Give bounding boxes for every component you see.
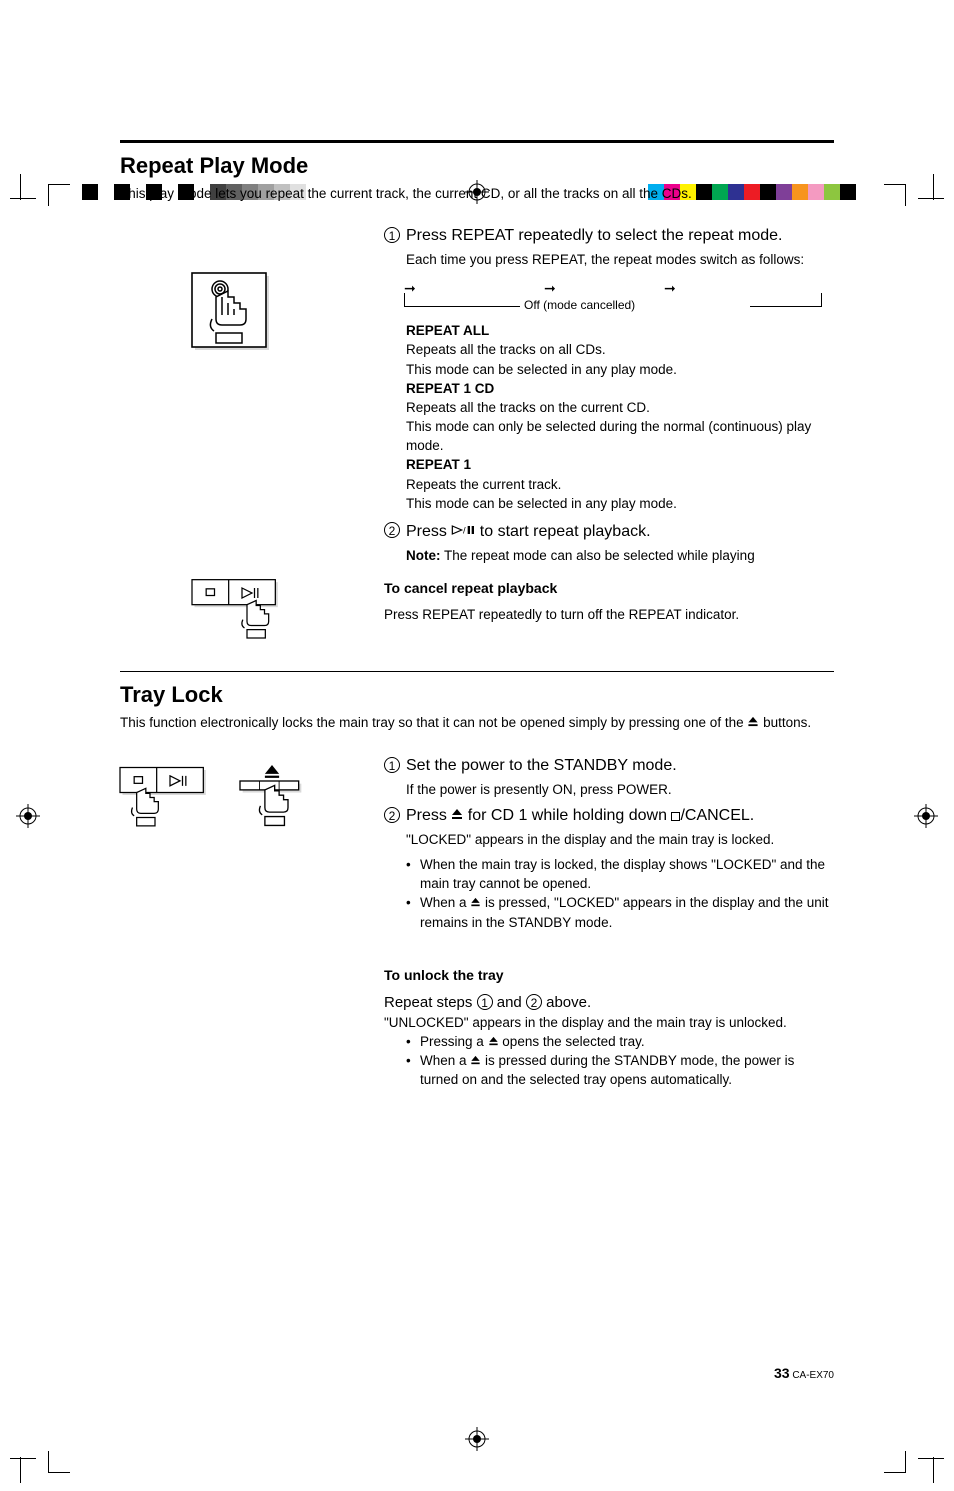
eject-icon bbox=[470, 1055, 481, 1065]
eject-icon bbox=[451, 808, 463, 820]
section-title-repeat: Repeat Play Mode bbox=[120, 153, 834, 179]
mode-text: Repeats the current track. bbox=[406, 475, 834, 494]
list-item: Pressing a opens the selected tray. bbox=[406, 1032, 834, 1051]
model-label: CA-EX70 bbox=[792, 1370, 834, 1381]
step-number-icon: 1 bbox=[384, 757, 400, 773]
step-number-icon: 2 bbox=[384, 522, 400, 538]
step-2-note: Note: The repeat mode can also be select… bbox=[406, 546, 834, 565]
mode-text: Repeats all the tracks on the current CD… bbox=[406, 398, 834, 417]
eject-icon bbox=[747, 716, 759, 727]
registration-mark-icon bbox=[914, 804, 938, 828]
step-number-icon: 1 bbox=[384, 227, 400, 243]
step-1-text: Press REPEAT repeatedly to select the re… bbox=[406, 225, 783, 248]
step-1-traylock-sub: If the power is presently ON, press POWE… bbox=[406, 780, 834, 799]
mode-repeat-all-title: REPEAT ALL bbox=[406, 321, 834, 340]
press-eject-illustration bbox=[240, 765, 320, 850]
text-column-repeat: 1 Press REPEAT repeatedly to select the … bbox=[384, 225, 834, 653]
mode-text: This mode can only be selected during th… bbox=[406, 417, 834, 455]
eject-icon bbox=[470, 897, 481, 907]
step-2-text: Press / to start repeat playback. bbox=[406, 521, 651, 544]
press-button-illustration bbox=[192, 273, 312, 358]
eject-icon bbox=[488, 1036, 499, 1046]
step-1-subtext: Each time you press REPEAT, the repeat m… bbox=[406, 250, 834, 269]
play-pause-icon: / bbox=[451, 524, 475, 536]
mode-repeat-1cd-title: REPEAT 1 CD bbox=[406, 379, 834, 398]
cancel-body: Press REPEAT repeatedly to turn off the … bbox=[384, 605, 834, 624]
unlock-sub: "UNLOCKED" appears in the display and th… bbox=[384, 1013, 834, 1032]
page-content: Repeat Play Mode This play mode lets you… bbox=[120, 140, 834, 1089]
mode-text: This mode can be selected in any play mo… bbox=[406, 360, 834, 379]
section-intro-traylock: This function electronically locks the m… bbox=[120, 714, 834, 733]
cancel-heading: To cancel repeat playback bbox=[384, 579, 834, 599]
step-1-traylock: Set the power to the STANDBY mode. bbox=[406, 755, 677, 778]
section-intro-repeat: This play mode lets you repeat the curre… bbox=[120, 185, 834, 204]
step-2-traylock: Press for CD 1 while holding down /CANCE… bbox=[406, 805, 754, 828]
mode-text: Repeats all the tracks on all CDs. bbox=[406, 340, 834, 359]
mode-repeat-1-title: REPEAT 1 bbox=[406, 455, 834, 474]
svg-text:/: / bbox=[463, 525, 466, 535]
illustration-column bbox=[120, 225, 384, 653]
list-item: When a is pressed during the STANDBY mod… bbox=[406, 1051, 834, 1089]
step-2-traylock-sub: "LOCKED" appears in the display and the … bbox=[406, 830, 834, 849]
text-column-traylock: 1 Set the power to the STANDBY mode. If … bbox=[384, 755, 834, 1089]
repeat-flow-diagram: ➞ ➞ ➞ Off (mode cancelled) bbox=[404, 275, 834, 315]
press-play-illustration bbox=[192, 578, 312, 653]
flow-off-label: Off (mode cancelled) bbox=[524, 297, 635, 314]
registration-mark-icon bbox=[16, 804, 40, 828]
registration-mark-icon bbox=[465, 1427, 489, 1451]
page-number: 33 bbox=[774, 1365, 790, 1381]
section-title-traylock: Tray Lock bbox=[120, 682, 834, 708]
step-number-icon: 2 bbox=[526, 994, 542, 1010]
unlock-heading: To unlock the tray bbox=[384, 966, 834, 986]
unlock-main: Repeat steps 1 and 2 above. bbox=[384, 992, 834, 1013]
mode-text: This mode can be selected in any play mo… bbox=[406, 494, 834, 513]
step-number-icon: 1 bbox=[477, 994, 493, 1010]
press-stop-play-illustration bbox=[120, 765, 220, 850]
step-number-icon: 2 bbox=[384, 807, 400, 823]
list-item: When the main tray is locked, the displa… bbox=[406, 855, 834, 893]
page-footer: 33 CA-EX70 bbox=[774, 1365, 834, 1381]
list-item: When a is pressed, "LOCKED" appears in t… bbox=[406, 893, 834, 931]
